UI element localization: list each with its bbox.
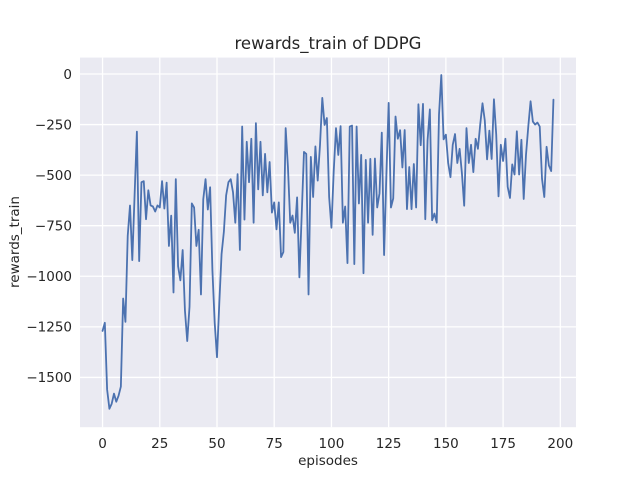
reward-line-series: [101, 74, 555, 410]
y-tick-label: −750: [35, 219, 72, 235]
y-axis-label: rewards_train: [7, 196, 23, 288]
x-axis-label: episodes: [298, 453, 358, 469]
x-tick-label: 125: [376, 436, 402, 452]
x-tick-label: 100: [319, 436, 345, 452]
plot-area: [80, 57, 576, 428]
x-tick-label: 25: [151, 436, 168, 452]
x-tick-label: 0: [98, 436, 107, 452]
chart-title: rewards_train of DDPG: [234, 34, 422, 53]
y-tick-label: −500: [35, 168, 72, 184]
y-tick-label: 0: [63, 67, 72, 83]
y-tick-label: −1500: [26, 370, 72, 386]
x-tick-label: 150: [433, 436, 459, 452]
x-tick-label: 50: [208, 436, 225, 452]
x-tick-label: 75: [266, 436, 283, 452]
x-tick-label: 200: [547, 436, 573, 452]
y-tick-label: −1250: [26, 320, 72, 336]
x-tick-label: 175: [490, 436, 516, 452]
y-tick-label: −250: [35, 117, 72, 133]
y-tick-label: −1000: [26, 269, 72, 285]
